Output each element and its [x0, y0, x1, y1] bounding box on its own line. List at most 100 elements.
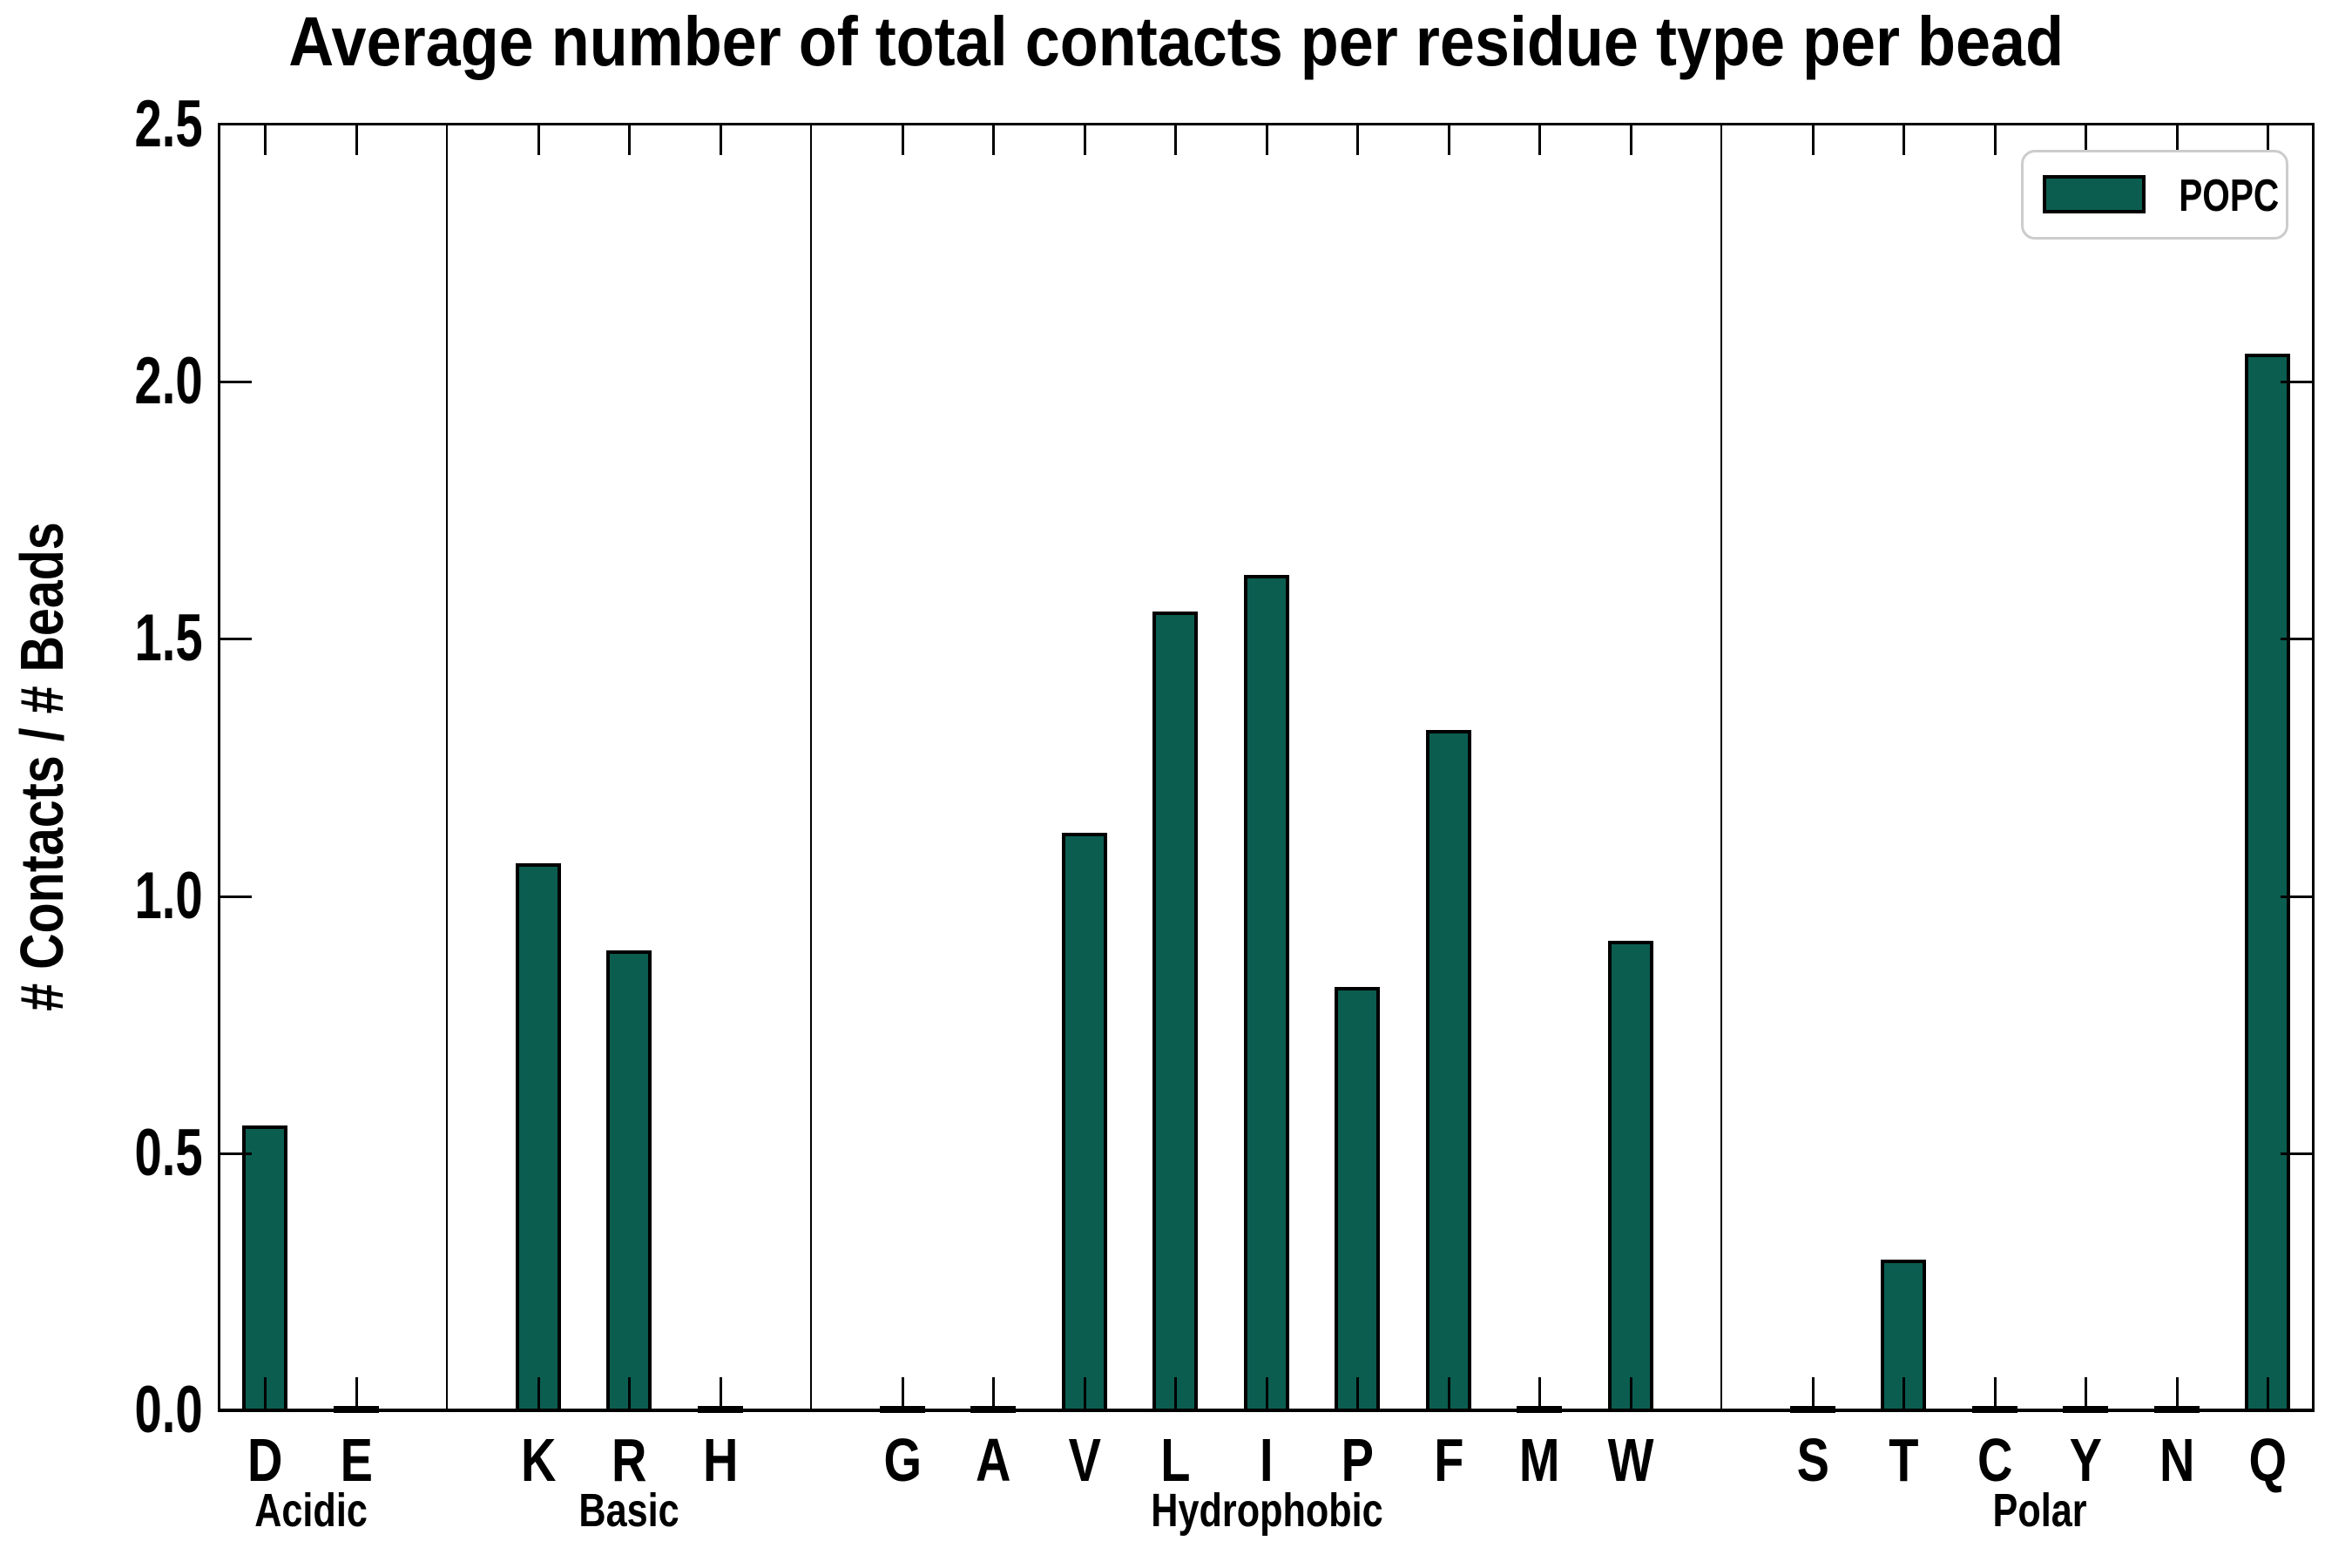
x-tick-top-D	[264, 125, 267, 155]
bar-K	[516, 863, 561, 1412]
bar-V	[1062, 833, 1107, 1412]
x-tick-bottom-D	[264, 1377, 267, 1409]
x-label-H: H	[702, 1426, 739, 1494]
x-tick-top-L	[1174, 125, 1177, 155]
y-tick-right-1.0	[2281, 896, 2312, 898]
axis-spine-top	[218, 123, 2315, 125]
x-tick-bottom-H	[720, 1377, 722, 1409]
y-tick-label-0.5: 0.5	[134, 1116, 203, 1190]
x-label-D: D	[247, 1426, 283, 1494]
x-tick-top-S	[1812, 125, 1815, 155]
x-tick-top-C	[1994, 125, 1997, 155]
group-label-Hydrophobic: Hydrophobic	[1150, 1484, 1383, 1537]
x-tick-top-G	[902, 125, 904, 155]
group-label-Basic: Basic	[578, 1484, 679, 1537]
group-divider-3	[1720, 125, 1722, 1409]
x-tick-top-R	[628, 125, 631, 155]
y-axis-label-text: # Contacts / # Beads	[8, 522, 76, 1011]
x-label-K: K	[520, 1426, 557, 1494]
group-divider-1	[446, 125, 448, 1409]
legend-label-text: POPC	[2179, 171, 2280, 221]
x-label-L: L	[1159, 1426, 1191, 1494]
x-tick-top-K	[537, 125, 540, 155]
bar-D	[242, 1125, 287, 1412]
axis-spine-right	[2312, 123, 2315, 1412]
x-tick-bottom-C	[1994, 1377, 1997, 1409]
x-tick-bottom-R	[628, 1377, 631, 1409]
x-label-E: E	[340, 1426, 373, 1494]
y-tick-label-0.0: 0.0	[134, 1373, 203, 1447]
y-tick-right-2.0	[2281, 381, 2312, 383]
x-tick-top-A	[992, 125, 995, 155]
x-tick-bottom-L	[1174, 1377, 1177, 1409]
x-tick-bottom-F	[1448, 1377, 1450, 1409]
bar-Q	[2245, 354, 2290, 1412]
x-tick-bottom-T	[1903, 1377, 1905, 1409]
x-label-P: P	[1341, 1426, 1374, 1494]
chart-title: Average number of total contacts per res…	[0, 2, 2352, 82]
x-tick-bottom-E	[355, 1377, 358, 1409]
x-tick-top-I	[1266, 125, 1268, 155]
x-tick-top-P	[1356, 125, 1359, 155]
x-tick-top-M	[1538, 125, 1541, 155]
x-tick-top-N	[2176, 125, 2179, 155]
group-label-Acidic: Acidic	[254, 1484, 368, 1537]
x-tick-bottom-P	[1356, 1377, 1359, 1409]
x-tick-bottom-G	[902, 1377, 904, 1409]
x-tick-bottom-A	[992, 1377, 995, 1409]
axis-spine-left	[218, 123, 220, 1412]
bar-P	[1335, 987, 1380, 1412]
x-tick-bottom-M	[1538, 1377, 1541, 1409]
legend: POPC	[2021, 150, 2288, 240]
x-label-S: S	[1796, 1426, 1829, 1494]
y-tick-label-2.0: 2.0	[134, 344, 203, 418]
bar-F	[1426, 730, 1471, 1412]
x-label-F: F	[1433, 1426, 1464, 1494]
x-label-N: N	[2159, 1426, 2195, 1494]
y-tick-left-1.0	[220, 896, 252, 898]
y-tick-label-1.0: 1.0	[134, 859, 203, 933]
y-tick-left-2.0	[220, 381, 252, 383]
x-label-Y: Y	[2069, 1426, 2102, 1494]
x-tick-bottom-W	[1630, 1377, 1632, 1409]
x-label-R: R	[611, 1426, 647, 1494]
group-divider-2	[810, 125, 812, 1409]
x-tick-top-Q	[2267, 125, 2269, 155]
y-tick-left-0.5	[220, 1152, 252, 1155]
y-tick-right-0.5	[2281, 1152, 2312, 1155]
x-tick-bottom-S	[1812, 1377, 1815, 1409]
x-tick-top-W	[1630, 125, 1632, 155]
bar-L	[1152, 612, 1198, 1412]
x-tick-bottom-I	[1266, 1377, 1268, 1409]
x-label-G: G	[883, 1426, 922, 1494]
y-tick-label-1.5: 1.5	[134, 601, 203, 675]
x-tick-bottom-N	[2176, 1377, 2179, 1409]
bar-W	[1608, 941, 1653, 1412]
x-tick-top-H	[720, 125, 722, 155]
y-tick-left-1.5	[220, 638, 252, 640]
bar-R	[606, 950, 652, 1412]
x-tick-top-V	[1084, 125, 1086, 155]
x-tick-top-Y	[2085, 125, 2087, 155]
legend-swatch-popc	[2043, 175, 2146, 213]
x-tick-bottom-Y	[2085, 1377, 2087, 1409]
y-tick-label-2.5: 2.5	[134, 87, 203, 161]
bar-I	[1244, 575, 1289, 1412]
x-label-C: C	[1977, 1426, 2013, 1494]
x-tick-bottom-V	[1084, 1377, 1086, 1409]
group-label-Polar: Polar	[1992, 1484, 2088, 1537]
x-label-A: A	[975, 1426, 1011, 1494]
x-tick-top-E	[355, 125, 358, 155]
x-label-V: V	[1068, 1426, 1101, 1494]
x-label-M: M	[1518, 1426, 1560, 1494]
x-label-T: T	[1888, 1426, 1919, 1494]
legend-label: POPC	[2165, 171, 2280, 221]
x-label-I: I	[1260, 1426, 1274, 1494]
chart-title-text: Average number of total contacts per res…	[288, 3, 2064, 80]
x-label-Q: Q	[2248, 1426, 2287, 1494]
y-tick-right-1.5	[2281, 638, 2312, 640]
x-tick-top-F	[1448, 125, 1450, 155]
x-tick-bottom-Q	[2267, 1377, 2269, 1409]
x-tick-bottom-K	[537, 1377, 540, 1409]
